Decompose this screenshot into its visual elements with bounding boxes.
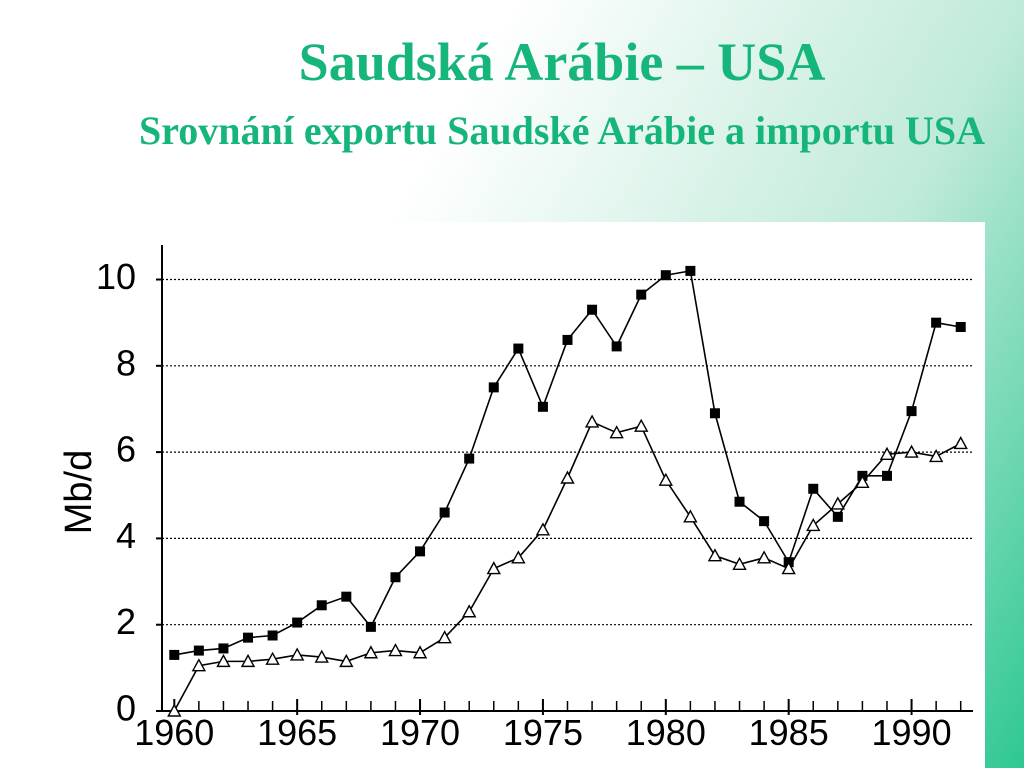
triangle-marker: [953, 436, 968, 450]
square-marker: [537, 401, 548, 412]
square-marker: [390, 572, 401, 583]
square-marker: [415, 546, 426, 557]
x-tick-label: 1980: [626, 712, 706, 753]
triangle-marker: [683, 509, 698, 523]
triangle-marker: [265, 651, 280, 665]
square-marker: [709, 408, 720, 419]
chart: Mb/d 0 2 4 6 8 10 1960 1965 1970 1975 1980 1985 1990: [37, 222, 985, 768]
x-tick-label: 1975: [503, 712, 583, 753]
triangle-marker: [191, 658, 207, 672]
y-axis-label: Mb/d: [58, 450, 100, 534]
triangle-marker: [634, 418, 649, 432]
square-marker: [464, 453, 475, 464]
triangle-marker: [511, 550, 526, 564]
triangle-marker: [240, 653, 256, 668]
slide-title: Saudská Arábie – USA: [298, 32, 826, 92]
y-tick-label: 8: [116, 342, 136, 383]
triangle-marker: [560, 470, 575, 484]
square-marker: [169, 649, 180, 660]
square-marker: [808, 483, 819, 494]
square-marker: [832, 511, 843, 522]
square-marker: [587, 304, 598, 315]
square-marker: [365, 621, 376, 632]
triangle-marker: [806, 518, 821, 532]
square-marker: [488, 382, 499, 393]
square-marker: [341, 591, 352, 602]
y-tick-label: 2: [116, 601, 136, 642]
square-marker: [193, 645, 204, 656]
series-line: [174, 269, 961, 656]
slide-subtitle: Srovnání exportu Saudské Arábie a import…: [138, 108, 986, 153]
triangle-marker: [928, 448, 944, 463]
square-marker: [243, 632, 254, 643]
triangle-marker: [289, 647, 305, 661]
y-tick-label: 4: [116, 515, 136, 556]
square-marker: [906, 406, 917, 417]
square-marker: [660, 270, 671, 281]
square-marker: [931, 317, 942, 328]
triangle-marker: [437, 630, 452, 644]
triangle-marker: [756, 550, 772, 564]
square-marker: [734, 496, 745, 507]
triangle-marker: [707, 548, 723, 562]
triangle-marker: [412, 645, 428, 659]
triangle-marker: [904, 444, 919, 458]
triangle-marker: [535, 522, 551, 536]
triangle-marker: [830, 496, 846, 510]
triangle-marker: [388, 643, 403, 657]
triangle-marker: [584, 414, 600, 428]
square-marker: [218, 643, 229, 654]
series-line: [173, 420, 962, 712]
square-marker: [292, 617, 303, 628]
triangle-marker: [879, 446, 895, 460]
x-tick-label: 1965: [257, 712, 337, 753]
y-tick-label: 6: [116, 429, 136, 470]
y-tick-label: 0: [116, 688, 136, 729]
x-tick-label: 1990: [872, 712, 952, 753]
y-tick-label: 10: [96, 256, 136, 297]
square-marker: [685, 265, 696, 276]
square-marker: [759, 516, 770, 527]
triangle-marker: [314, 649, 329, 663]
triangle-marker: [609, 425, 624, 439]
square-marker: [439, 507, 450, 518]
square-marker: [267, 630, 278, 641]
x-tick-label: 1960: [134, 712, 214, 753]
triangle-marker: [462, 604, 477, 618]
square-marker: [513, 343, 524, 354]
triangle-marker: [732, 556, 747, 570]
x-tick-label: 1970: [380, 712, 460, 753]
x-tick-label: 1985: [749, 712, 829, 753]
triangle-marker: [658, 472, 673, 486]
square-marker: [611, 341, 622, 352]
square-marker: [636, 289, 647, 300]
triangle-marker: [781, 561, 796, 575]
square-marker: [955, 321, 966, 332]
triangle-marker: [363, 645, 379, 659]
square-marker: [316, 600, 327, 611]
triangle-marker: [167, 703, 182, 717]
square-marker: [562, 334, 573, 345]
triangle-marker: [486, 561, 501, 575]
triangle-marker: [339, 653, 354, 668]
triangle-marker: [855, 474, 870, 489]
triangle-marker: [216, 653, 231, 668]
square-marker: [881, 470, 892, 481]
